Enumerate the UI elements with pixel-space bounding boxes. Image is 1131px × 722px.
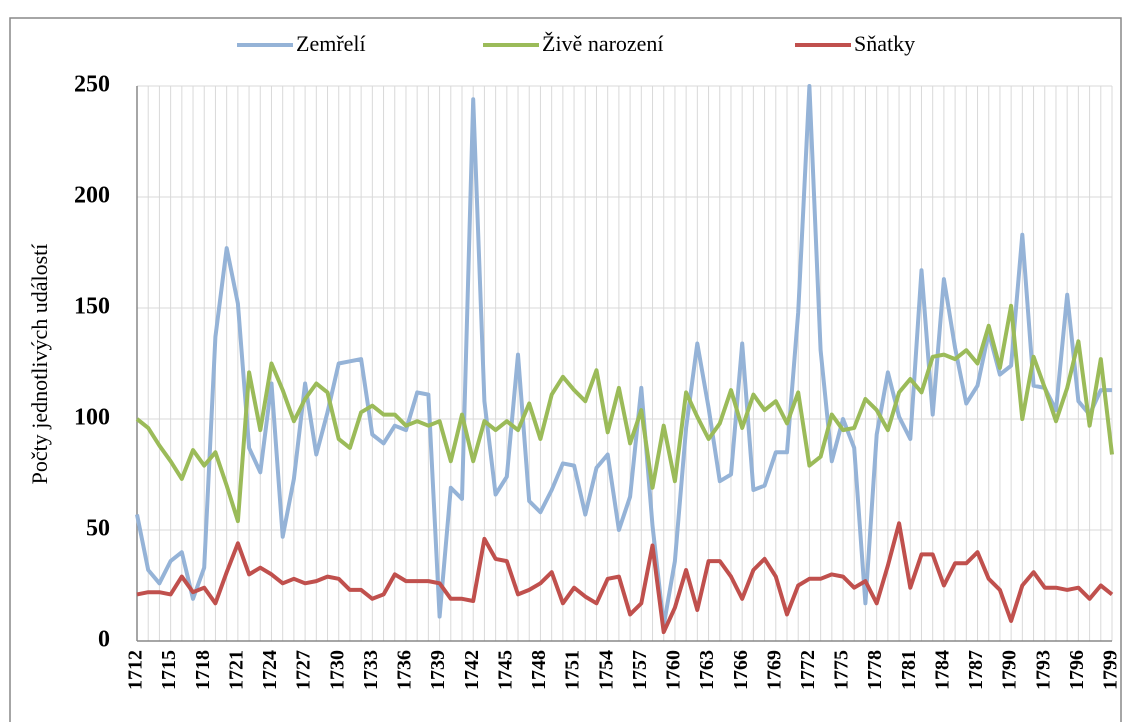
chart-frame: [9, 17, 1122, 722]
x-tick-label: 1721: [225, 650, 247, 690]
x-tick-label: 1787: [965, 650, 987, 690]
x-tick-label: 1766: [730, 650, 752, 690]
y-tick-label: 100: [74, 405, 110, 431]
x-tick-label: 1760: [663, 650, 685, 690]
x-tick-label: 1742: [461, 650, 483, 690]
x-tick-label: 1712: [125, 650, 147, 690]
x-tick-label: 1778: [864, 650, 886, 690]
y-tick-label: 150: [74, 294, 110, 320]
x-tick-label: 1754: [595, 650, 617, 690]
x-tick-label: 1733: [360, 650, 382, 690]
x-tick-label: 1730: [326, 650, 348, 690]
legend-label: Sňatky: [854, 31, 915, 56]
series-line: [136, 521, 1114, 635]
series-line: [135, 84, 1112, 628]
x-tick-label: 1757: [629, 650, 651, 690]
x-tick-label: 1775: [831, 650, 853, 690]
series-line: [135, 303, 1114, 524]
x-tick-label: 1715: [158, 650, 180, 690]
x-tick-label: 1784: [931, 650, 953, 690]
y-axis-label: Počty jednotlivých událostí: [27, 244, 52, 485]
x-tick-label: 1751: [562, 650, 584, 690]
x-tick-label: 1769: [763, 650, 785, 690]
x-tick-label: 1796: [1066, 650, 1088, 690]
x-tick-label: 1748: [528, 650, 550, 690]
legend-label: Živě narození: [542, 31, 664, 56]
x-tick-label: 1763: [696, 650, 718, 690]
legend-label: Zemřelí: [296, 31, 366, 56]
x-tick-label: 1718: [192, 650, 214, 690]
x-tick-label: 1799: [1100, 650, 1122, 690]
y-tick-label: 250: [74, 72, 110, 98]
x-tick-label: 1736: [394, 650, 416, 690]
y-tick-label: 0: [98, 627, 110, 653]
x-tick-label: 1790: [999, 650, 1021, 690]
x-tick-label: 1739: [427, 650, 449, 690]
x-tick-label: 1793: [1032, 650, 1054, 690]
x-tick-label: 1745: [494, 650, 516, 690]
y-tick-label: 50: [86, 516, 110, 542]
x-tick-label: 1724: [259, 650, 281, 690]
x-tick-label: 1781: [898, 650, 920, 690]
x-tick-label: 1727: [293, 650, 315, 690]
x-tick-label: 1772: [797, 650, 819, 690]
y-tick-label: 200: [74, 183, 110, 209]
